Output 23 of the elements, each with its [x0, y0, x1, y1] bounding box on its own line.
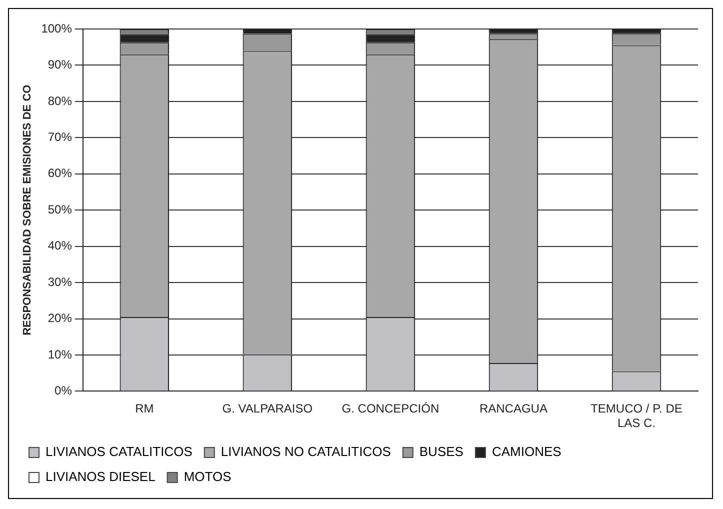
legend-label: MOTOS [184, 469, 232, 484]
y-tick-label: 50% [48, 202, 72, 216]
y-tick-label: 70% [48, 130, 72, 144]
x-tick-label: TEMUCO / P. DE LAS C. [590, 402, 682, 430]
y-tick-label: 100% [41, 21, 72, 36]
legend-label: LIVIANOS DIESEL [46, 469, 156, 484]
y-tick-label: 90% [48, 58, 72, 72]
y-axis-title: RESPONSABILIDAD SOBRE EMISIONES DE CO [22, 84, 34, 336]
y-tick-label: 0% [54, 384, 72, 398]
legend-label: CAMIONES [492, 444, 562, 460]
x-tick-label: RM [135, 402, 154, 416]
y-tick-label: 60% [48, 166, 72, 180]
y-tick-label: 20% [48, 311, 72, 326]
y-tick-label: 40% [48, 238, 72, 253]
x-tick-label: G. VALPARAISO [222, 402, 313, 416]
x-tick-label: RANCAGUA [479, 402, 548, 416]
x-tick-label: G. CONCEPCIÓN [342, 402, 440, 416]
y-tick-label: 10% [48, 347, 72, 362]
legend-label: BUSES [419, 444, 464, 460]
legend-label: LIVIANOS NO CATALITICOS [220, 444, 392, 460]
legend-label: LIVIANOS CATALITICOS [46, 444, 193, 460]
y-tick-label: 80% [48, 94, 72, 108]
y-tick-label: 30% [48, 274, 72, 289]
